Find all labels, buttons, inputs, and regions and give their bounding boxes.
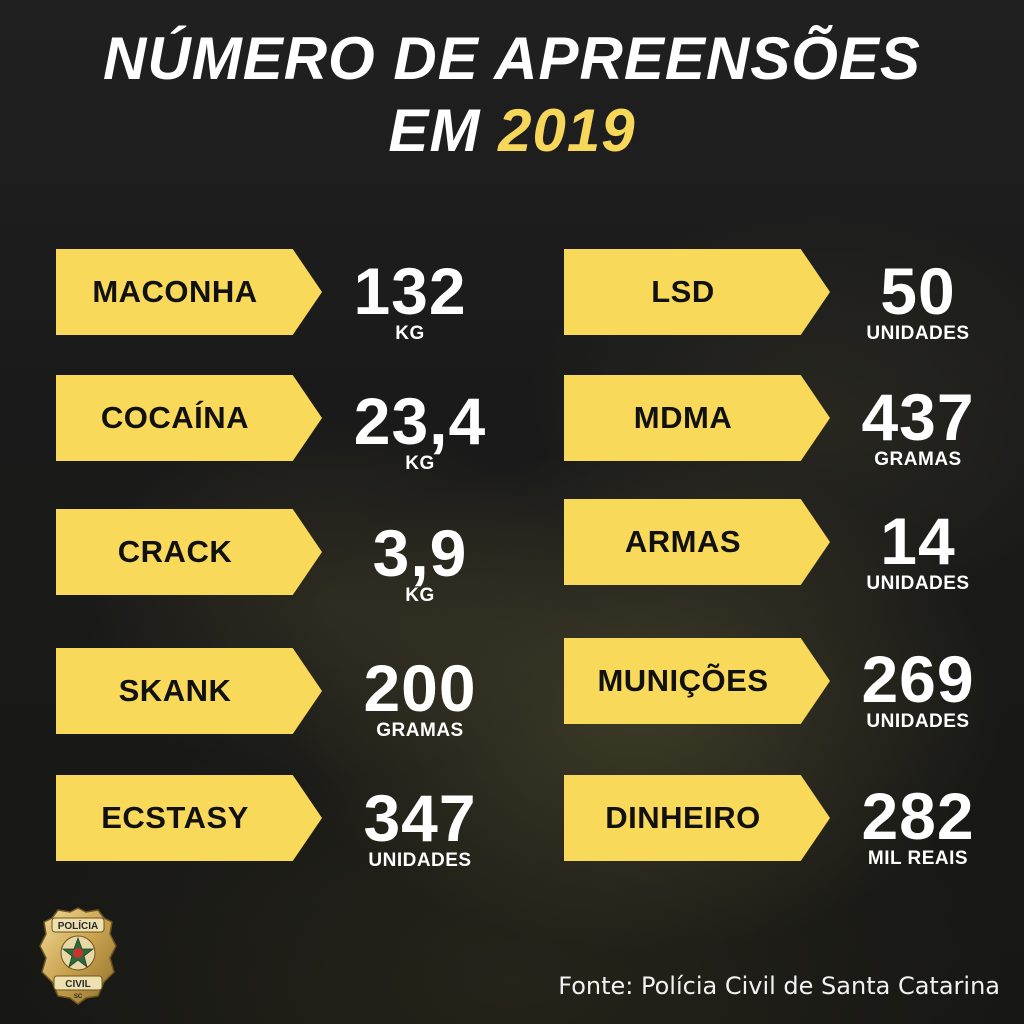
tag-skank: SKANK bbox=[56, 648, 322, 734]
value-armas: 14 UNIDADES bbox=[838, 508, 998, 594]
tag-municoes: MUNIÇÕES bbox=[564, 638, 830, 724]
tag-label: ARMAS bbox=[624, 524, 742, 559]
value-unit: KG bbox=[405, 585, 435, 606]
value-number: 132 bbox=[353, 254, 467, 328]
value-unit: KG bbox=[405, 453, 435, 474]
tag-crack: CRACK bbox=[56, 509, 322, 595]
tag-label: DINHEIRO bbox=[605, 800, 761, 835]
tag-lsd: LSD bbox=[564, 249, 830, 335]
value-number: 269 bbox=[861, 642, 975, 716]
tag-mdma: MDMA bbox=[564, 375, 830, 461]
value-lsd: 50 UNIDADES bbox=[838, 258, 998, 344]
tag-label: LSD bbox=[651, 274, 715, 309]
value-unit: GRAMAS bbox=[376, 720, 464, 741]
value-unit: UNIDADES bbox=[866, 711, 970, 732]
value-municoes: 269 UNIDADES bbox=[838, 646, 998, 732]
value-ecstasy: 347 UNIDADES bbox=[330, 785, 510, 871]
tag-cocaina: COCAÍNA bbox=[56, 375, 322, 461]
value-number: 14 bbox=[880, 504, 956, 578]
value-number: 282 bbox=[861, 779, 975, 853]
value-number: 3,9 bbox=[372, 516, 468, 590]
value-unit: GRAMAS bbox=[874, 449, 962, 470]
value-cocaina: 23,4 KG bbox=[330, 388, 510, 474]
source-credit: Fonte: Polícia Civil de Santa Catarina bbox=[558, 972, 1000, 1000]
value-mdma: 437 GRAMAS bbox=[838, 384, 998, 470]
badge-top-text: POLÍCIA bbox=[58, 919, 99, 932]
value-unit: UNIDADES bbox=[866, 323, 970, 344]
tag-dinheiro: DINHEIRO bbox=[564, 775, 830, 861]
value-unit: UNIDADES bbox=[866, 573, 970, 594]
badge-bottom-text: CIVIL bbox=[65, 979, 91, 990]
value-crack: 3,9 KG bbox=[330, 520, 510, 606]
tag-label: CRACK bbox=[117, 534, 233, 569]
police-badge-icon: POLÍCIA CIVIL SC bbox=[38, 906, 118, 1006]
value-dinheiro: 282 MIL REAIS bbox=[838, 783, 998, 869]
page-title-year-line: EM 2019 bbox=[0, 96, 1024, 166]
value-number: 347 bbox=[363, 781, 477, 855]
tag-ecstasy: ECSTASY bbox=[56, 775, 322, 861]
value-unit: KG bbox=[395, 323, 425, 344]
value-maconha: 132 KG bbox=[330, 258, 490, 344]
value-number: 50 bbox=[880, 254, 956, 328]
tag-armas: ARMAS bbox=[564, 499, 830, 585]
page-title: NÚMERO DE APREENSÕES bbox=[103, 25, 921, 92]
tag-label: ECSTASY bbox=[101, 800, 249, 835]
title-prefix: EM bbox=[388, 97, 481, 164]
value-skank: 200 GRAMAS bbox=[330, 655, 510, 741]
tag-label: COCAÍNA bbox=[100, 400, 250, 435]
tag-label: MDMA bbox=[633, 400, 733, 435]
value-number: 23,4 bbox=[353, 384, 487, 458]
value-number: 437 bbox=[861, 380, 975, 454]
badge-state-text: SC bbox=[74, 994, 83, 1000]
tag-label: MUNIÇÕES bbox=[597, 663, 769, 698]
tag-maconha: MACONHA bbox=[56, 249, 322, 335]
tag-label: MACONHA bbox=[92, 274, 258, 309]
value-unit: MIL REAIS bbox=[867, 848, 969, 869]
value-number: 200 bbox=[363, 651, 477, 725]
tag-label: SKANK bbox=[118, 673, 232, 708]
title-year: 2019 bbox=[498, 97, 636, 164]
value-unit: UNIDADES bbox=[368, 850, 472, 871]
